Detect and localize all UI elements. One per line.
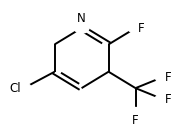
- Text: F: F: [138, 22, 145, 34]
- Circle shape: [16, 83, 31, 93]
- Text: N: N: [77, 12, 86, 25]
- Text: F: F: [165, 93, 171, 106]
- Text: Cl: Cl: [10, 82, 22, 95]
- Circle shape: [155, 72, 170, 82]
- Circle shape: [74, 23, 89, 33]
- Circle shape: [128, 23, 143, 33]
- Text: F: F: [165, 71, 171, 84]
- Circle shape: [128, 108, 143, 118]
- Circle shape: [155, 94, 170, 104]
- Text: F: F: [132, 114, 139, 127]
